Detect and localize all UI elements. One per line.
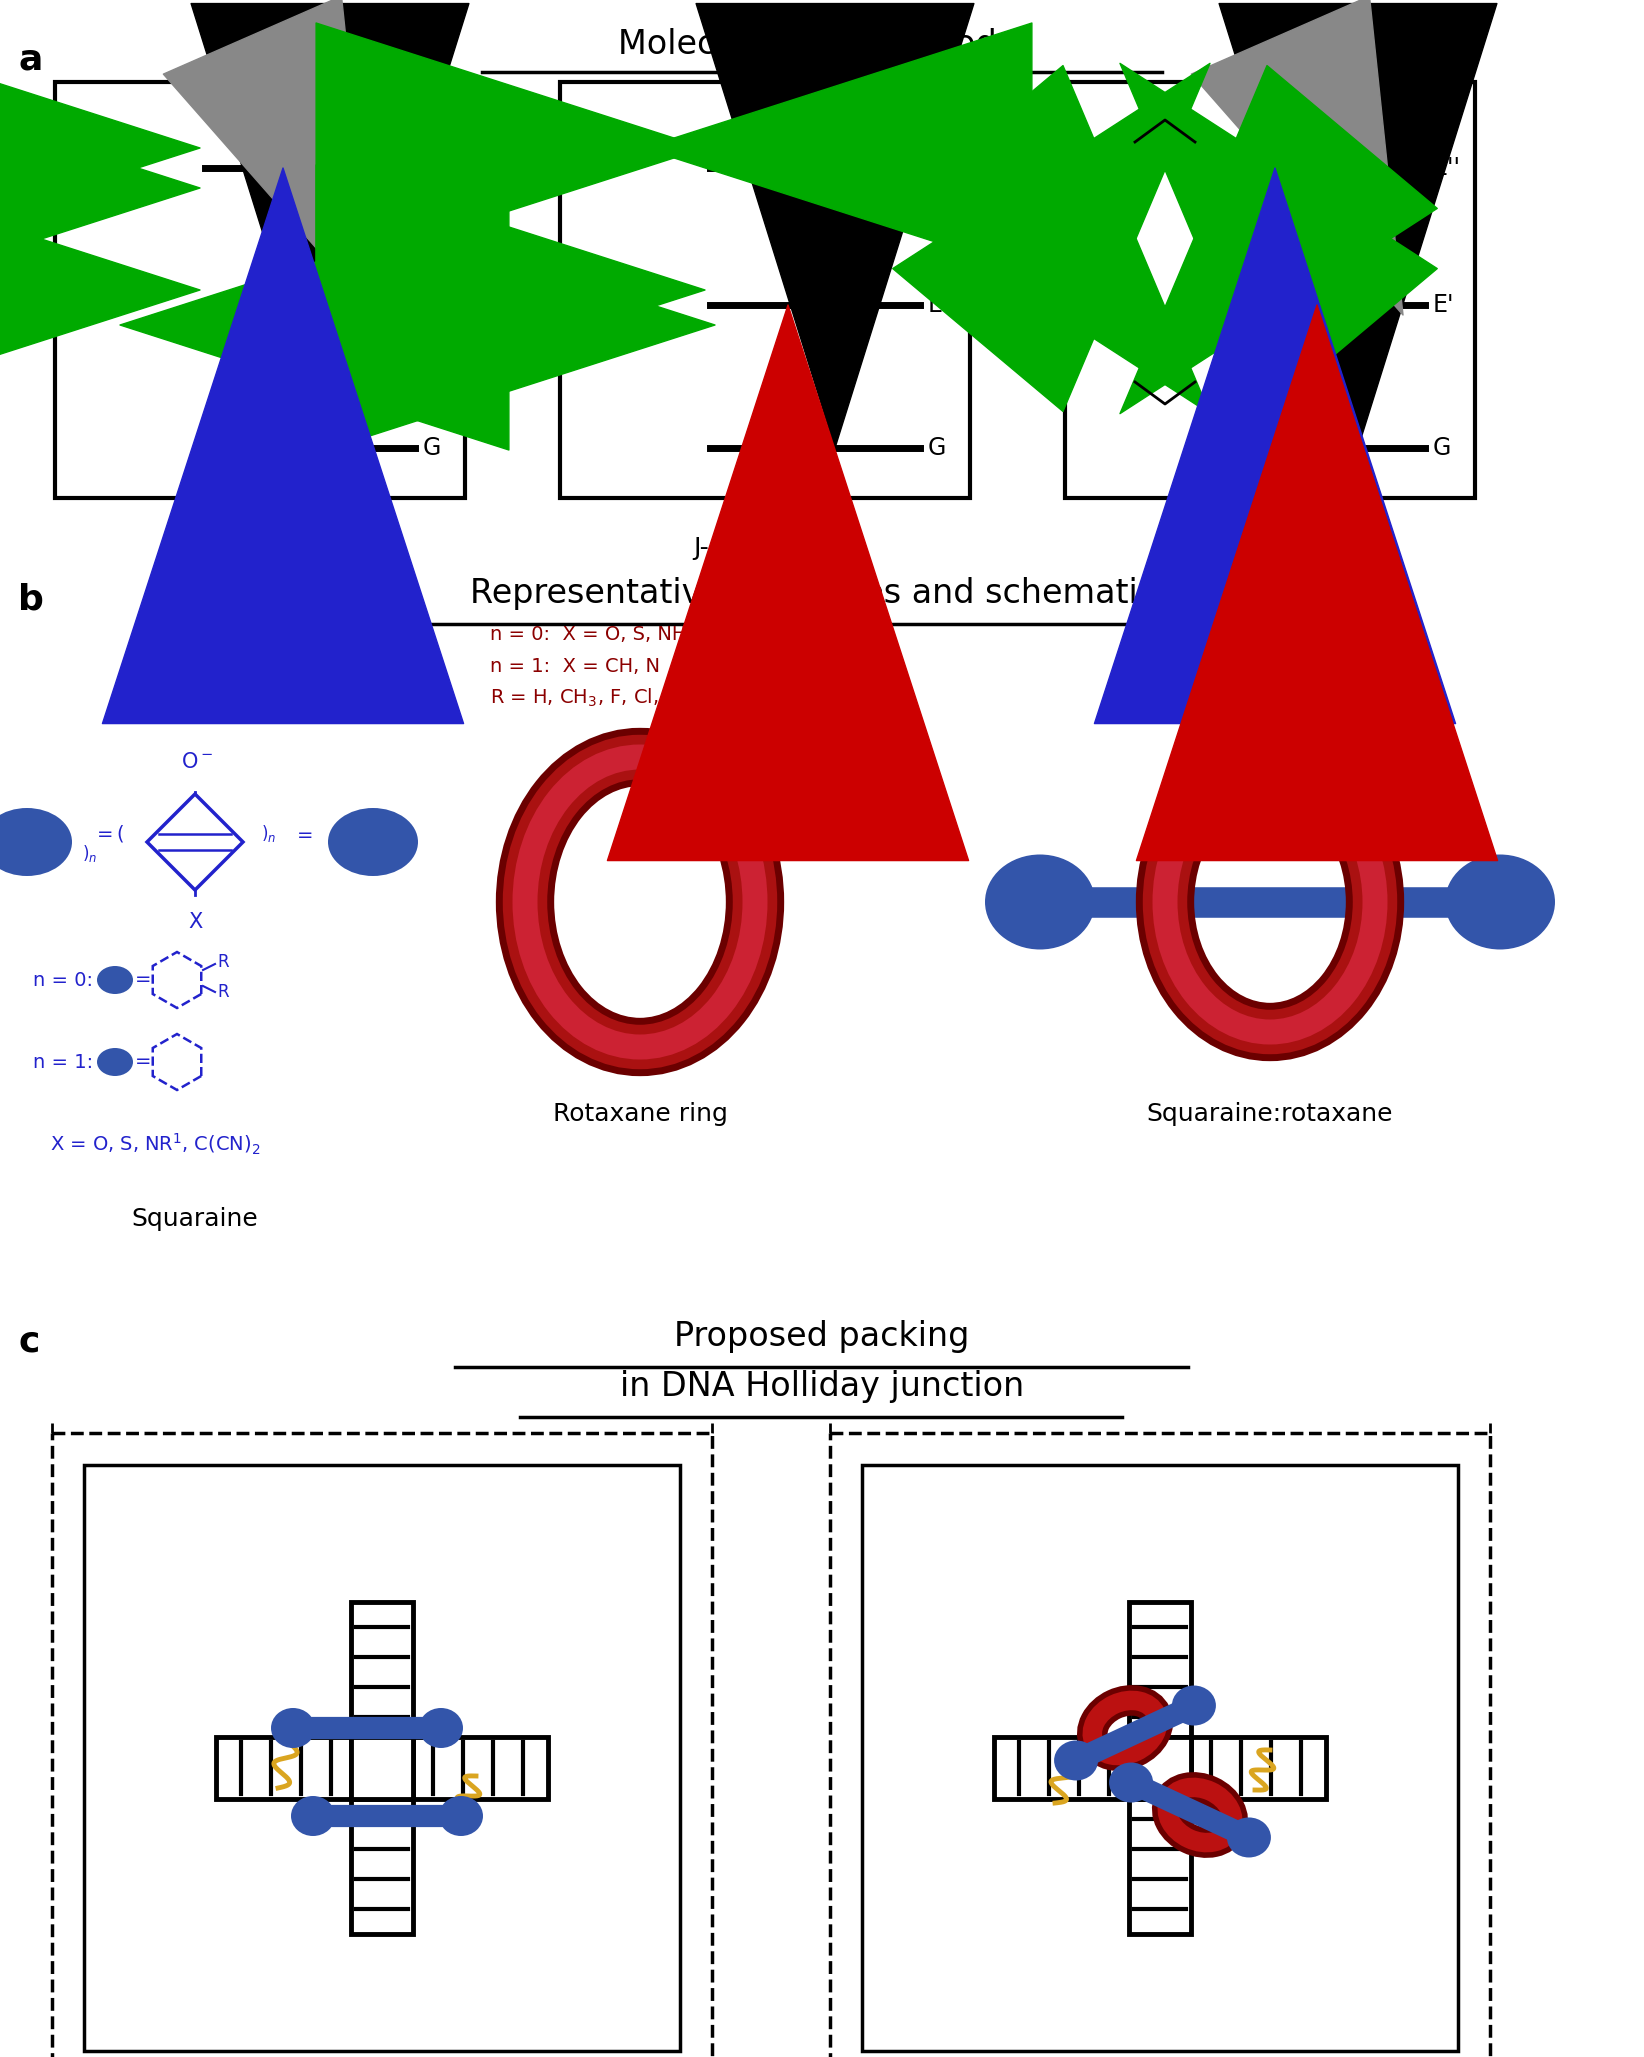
Ellipse shape — [329, 808, 418, 876]
Text: G: G — [423, 436, 441, 461]
Text: Squaraine: Squaraine — [132, 1207, 258, 1230]
Bar — [352, 1800, 413, 1934]
Text: R: R — [217, 952, 229, 971]
Bar — [561, 82, 970, 498]
Text: $)_n$: $)_n$ — [261, 823, 276, 845]
Bar — [1190, 1736, 1327, 1800]
Ellipse shape — [419, 1707, 464, 1748]
Ellipse shape — [985, 854, 1095, 950]
Bar — [352, 1736, 413, 1800]
Text: n = 0:: n = 0: — [33, 971, 94, 989]
Text: Representative structures and schematics: Representative structures and schematics — [470, 578, 1174, 611]
Bar — [861, 1465, 1458, 2051]
Text: E'': E'' — [927, 156, 957, 181]
Bar — [53, 1434, 712, 2057]
Ellipse shape — [97, 1047, 133, 1076]
Bar — [1065, 82, 1475, 498]
Ellipse shape — [271, 1707, 316, 1748]
Text: c: c — [18, 1325, 39, 1360]
Text: X = O, S, NR$^1$, C(CN)$_2$: X = O, S, NR$^1$, C(CN)$_2$ — [49, 1131, 260, 1158]
Bar — [413, 1736, 547, 1800]
Bar — [215, 1736, 352, 1800]
Bar — [1129, 1602, 1190, 1736]
Text: n = 1:: n = 1: — [33, 1053, 94, 1072]
Text: a: a — [18, 41, 43, 76]
Text: H-aggregate: H-aggregate — [182, 537, 339, 560]
Text: Squaraine:rotaxane: Squaraine:rotaxane — [1148, 1103, 1392, 1125]
Text: X: X — [187, 911, 202, 932]
Text: n = 1:  X = CH, N: n = 1: X = CH, N — [490, 656, 659, 677]
Ellipse shape — [1226, 1818, 1271, 1857]
Bar — [830, 1434, 1489, 2057]
Text: Rotaxane ring: Rotaxane ring — [552, 1103, 727, 1125]
Bar — [1129, 1736, 1190, 1800]
Text: $)_n$: $)_n$ — [82, 843, 97, 864]
Text: J-aggregate: J-aggregate — [692, 537, 837, 560]
Text: N: N — [171, 971, 182, 989]
Text: E'': E'' — [1434, 156, 1462, 181]
Bar — [352, 1602, 413, 1736]
Ellipse shape — [1110, 1763, 1152, 1802]
Text: b: b — [18, 582, 44, 615]
Polygon shape — [153, 1035, 201, 1090]
Text: Molecular exciton model: Molecular exciton model — [618, 29, 1026, 62]
Ellipse shape — [1445, 854, 1555, 950]
Text: =: = — [135, 1053, 151, 1072]
Polygon shape — [146, 794, 243, 891]
Text: n = 0:  X = O, S, NH: n = 0: X = O, S, NH — [490, 625, 687, 644]
Text: R: R — [217, 983, 229, 1002]
Text: in DNA Holliday junction: in DNA Holliday junction — [620, 1370, 1024, 1403]
Ellipse shape — [1054, 1740, 1098, 1781]
Text: =: = — [135, 971, 151, 989]
Text: $=$: $=$ — [293, 825, 312, 843]
Text: Proposed packing: Proposed packing — [674, 1321, 970, 1354]
Text: G: G — [1434, 436, 1452, 461]
Ellipse shape — [0, 808, 72, 876]
Text: Oblique aggregate: Oblique aggregate — [1154, 537, 1386, 560]
Text: R = H, CH$_3$, F, Cl, Br: R = H, CH$_3$, F, Cl, Br — [490, 687, 687, 710]
Text: E': E' — [423, 292, 444, 317]
Bar — [84, 1465, 681, 2051]
Ellipse shape — [439, 1796, 483, 1837]
Text: E': E' — [1434, 292, 1455, 317]
Bar — [995, 1736, 1129, 1800]
Polygon shape — [153, 952, 201, 1008]
Text: E': E' — [927, 292, 950, 317]
Text: O$^-$: O$^-$ — [181, 753, 214, 771]
Bar — [1129, 1800, 1190, 1934]
Text: $=($: $=($ — [94, 823, 125, 845]
Text: N: N — [171, 1053, 182, 1072]
Ellipse shape — [1172, 1685, 1217, 1726]
Ellipse shape — [291, 1796, 335, 1837]
Bar — [54, 82, 465, 498]
Text: E'': E'' — [423, 156, 450, 181]
Text: G: G — [927, 436, 947, 461]
Ellipse shape — [97, 967, 133, 994]
